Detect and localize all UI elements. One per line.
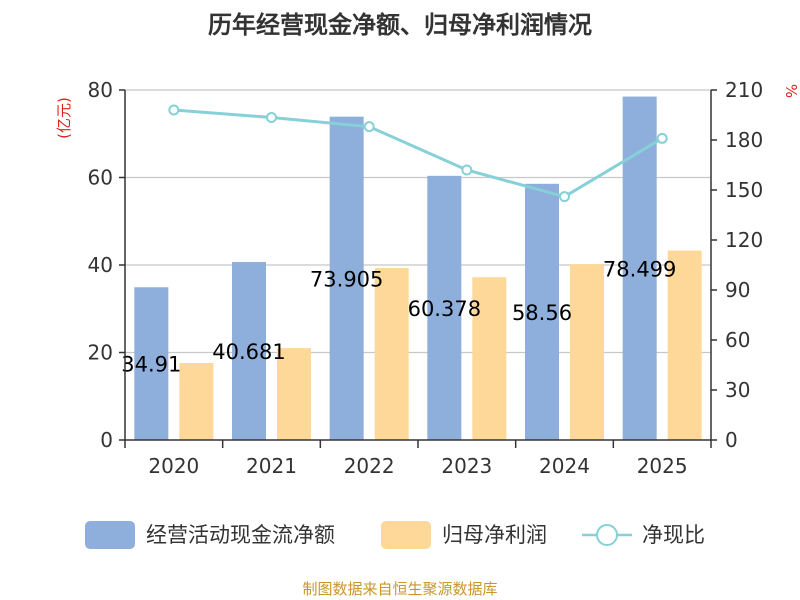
y-right-tick-label: 90 (725, 278, 750, 302)
bar-net-profit (667, 250, 702, 440)
legend-label-net-profit: 归母净利润 (442, 523, 547, 547)
y-right-tick-label: 180 (725, 128, 763, 152)
y-axis-left-ticks: 0 20 40 60 80 (88, 78, 125, 452)
bar-cashflow (329, 116, 364, 441)
ratio-point (363, 121, 375, 133)
x-tick-label: 2021 (246, 454, 297, 478)
ratio-point (656, 132, 668, 144)
x-tick-label: 2025 (637, 454, 688, 478)
legend-swatch-cashflow (85, 521, 135, 549)
y-right-tick-label: 30 (725, 378, 750, 402)
bar-cashflow (134, 287, 169, 440)
bar-net-profit (277, 348, 311, 440)
legend-label-cashflow: 经营活动现金流净额 (146, 523, 335, 547)
y-left-tick-label: 20 (88, 341, 113, 365)
bar-data-label: 78.499 (603, 257, 676, 281)
gridlines (125, 89, 711, 354)
ratio-point (461, 164, 473, 176)
bar-data-label: 58.56 (512, 301, 572, 325)
bar-data-label: 40.681 (212, 340, 285, 364)
x-tick-label: 2024 (539, 454, 590, 478)
bar-net-profit (374, 268, 409, 440)
y-axis-left-label: (亿元) (55, 97, 73, 139)
bar-cashflow (525, 183, 559, 441)
y-left-tick-label: 40 (88, 253, 113, 277)
ratio-line-path (173, 108, 663, 199)
bar-data-label: 73.905 (310, 267, 383, 291)
bar-cashflow (427, 175, 462, 440)
y-left-tick-label: 60 (88, 166, 113, 190)
ratio-line (168, 104, 668, 203)
ratio-point (168, 104, 180, 116)
ratio-point (266, 112, 277, 123)
y-right-tick-label: 60 (725, 328, 750, 352)
legend-label-ratio: 净现比 (642, 523, 705, 547)
x-tick-label: 2020 (148, 454, 199, 478)
bar-cashflow (232, 262, 266, 440)
legend-marker-ratio (596, 524, 618, 546)
y-axis-right-ticks: 0 30 60 90 120 150 180 210 (711, 78, 763, 452)
y-right-tick-label: 120 (725, 228, 763, 252)
y-left-tick-label: 0 (100, 428, 113, 452)
bar-data-label: 34.91 (121, 353, 181, 377)
source-note: 制图数据来自恒生聚源数据库 (302, 580, 497, 598)
bar-cashflow (622, 96, 657, 441)
bar-data-label: 60.378 (408, 297, 481, 321)
bar-data-labels: 34.91 40.681 73.905 60.378 58.56 78.499 (121, 257, 676, 376)
bar-net-profit (179, 363, 214, 440)
bar-net-profit (570, 264, 604, 440)
y-axis-right-label: % (782, 84, 800, 98)
x-tick-label: 2023 (441, 454, 492, 478)
x-tick-label: 2022 (344, 454, 395, 478)
y-right-tick-label: 210 (725, 78, 763, 102)
ratio-point (559, 191, 570, 203)
x-axis-ticks: 2020 2021 2022 2023 2024 2025 (124, 440, 712, 478)
bar-net-profit (472, 277, 507, 440)
y-left-tick-label: 80 (88, 78, 113, 102)
y-right-tick-label: 150 (725, 178, 763, 202)
legend-swatch-net-profit (381, 521, 431, 549)
legend: 经营活动现金流净额 归母净利润 净现比 (85, 521, 705, 549)
y-right-tick-label: 0 (725, 428, 738, 452)
chart-title: 历年经营现金净额、归母净利润情况 (208, 11, 592, 39)
bars (134, 96, 702, 441)
